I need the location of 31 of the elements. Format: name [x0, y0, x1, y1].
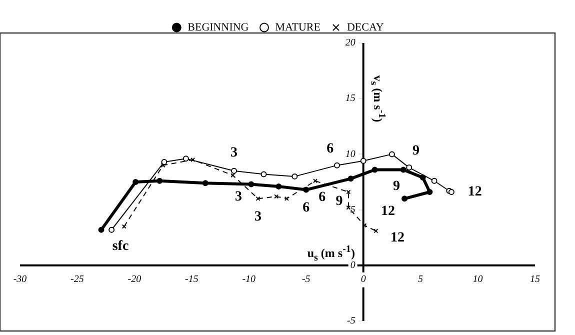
x-tick-label: -5: [302, 274, 310, 286]
x-tick-label: 10: [472, 274, 483, 286]
x-tick-label: 15: [530, 274, 540, 286]
annotation: 9: [393, 179, 400, 194]
x-tick-label: 5: [418, 274, 424, 286]
y-tick-label: 15: [345, 93, 356, 104]
y-tick-label: 0: [350, 260, 356, 272]
annotation: 6: [302, 200, 310, 216]
annotation: 3: [254, 209, 262, 224]
legend-label: BEGINNING: [188, 21, 249, 34]
y-tick-label: 10: [345, 148, 356, 160]
annotation: sfc: [112, 239, 129, 254]
annotation: 9: [336, 194, 343, 209]
annotation: 12: [468, 184, 482, 200]
annotation: 3: [234, 190, 242, 205]
annotation: 12: [380, 204, 395, 220]
annotation: 12: [390, 230, 405, 246]
x-tick-label: -25: [70, 274, 84, 286]
annotation: 9: [412, 144, 420, 159]
x-tick-label: -20: [128, 274, 142, 286]
annotation: 6: [326, 141, 334, 156]
annotation: 3: [230, 145, 238, 160]
legend-label: DECAY: [346, 21, 384, 34]
x-tick-label: -30: [13, 274, 27, 286]
annotation: 6: [318, 190, 326, 206]
x-tick-label: -15: [184, 274, 198, 286]
legend-label: MATURE: [275, 21, 321, 34]
y-tick-label: -5: [346, 316, 356, 327]
y-tick-label: 20: [345, 38, 356, 49]
x-tick-label: 0: [360, 274, 366, 286]
x-tick-label: -10: [242, 274, 256, 286]
